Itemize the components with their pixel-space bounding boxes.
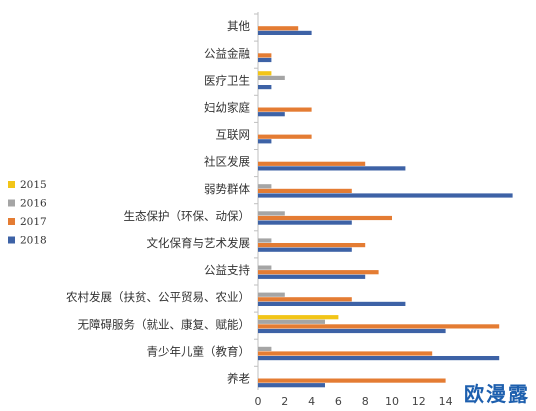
x-tick-label: 12 bbox=[412, 395, 426, 408]
bar-2018 bbox=[258, 328, 446, 334]
bar-2018 bbox=[258, 85, 272, 90]
bar-2016 bbox=[258, 211, 285, 216]
bar-2018 bbox=[258, 139, 272, 144]
category-label: 妇幼家庭 bbox=[204, 101, 250, 115]
bar-2017 bbox=[258, 26, 299, 31]
legend-swatch-2015 bbox=[8, 181, 15, 188]
legend-label: 2015 bbox=[20, 179, 47, 191]
bar-2017 bbox=[258, 297, 352, 302]
x-tick-label: 8 bbox=[362, 395, 369, 408]
legend-swatch-2017 bbox=[8, 218, 15, 225]
category-label: 医疗卫生 bbox=[204, 73, 250, 87]
category-label: 生态保护（环保、动保） bbox=[124, 209, 251, 223]
x-tick-label: 4 bbox=[308, 395, 315, 408]
bar-2018 bbox=[258, 356, 500, 361]
bar-2017 bbox=[258, 351, 433, 356]
bar-2017 bbox=[258, 188, 352, 193]
x-tick-label: 0 bbox=[255, 395, 262, 408]
legend-label: 2017 bbox=[20, 216, 47, 228]
bar-2017 bbox=[258, 53, 272, 58]
bar-2018 bbox=[258, 193, 513, 198]
category-label: 文化保育与艺术发展 bbox=[147, 236, 251, 250]
watermark-text: 欧漫露 bbox=[464, 382, 530, 406]
category-label: 青少年儿童（教育） bbox=[147, 344, 251, 358]
bar-2016 bbox=[258, 75, 285, 80]
bar-2018 bbox=[258, 274, 366, 279]
x-tick-label: 14 bbox=[439, 395, 453, 408]
x-tick-label: 10 bbox=[385, 395, 399, 408]
bar-2016 bbox=[258, 184, 272, 189]
bar-2016 bbox=[258, 292, 285, 297]
legend-swatch-2018 bbox=[8, 236, 15, 244]
bar-2016 bbox=[258, 238, 272, 243]
category-label: 社区发展 bbox=[204, 155, 250, 169]
bar-2017 bbox=[258, 161, 366, 166]
legend-label: 2016 bbox=[20, 198, 47, 210]
bar-2017 bbox=[258, 378, 446, 383]
bars-layer bbox=[258, 26, 513, 388]
category-label: 无障碍服务（就业、康复、赋能） bbox=[78, 317, 251, 331]
category-label: 其他 bbox=[227, 19, 250, 33]
category-label: 公益支持 bbox=[204, 263, 250, 277]
legend-label: 2018 bbox=[20, 235, 47, 247]
legend-swatch-2016 bbox=[8, 199, 15, 207]
x-tick-labels: 0 2 4 6 8 10 12 14 bbox=[255, 395, 453, 408]
bar-2018 bbox=[258, 301, 406, 306]
bar-2018 bbox=[258, 220, 352, 225]
bar-2017 bbox=[258, 243, 366, 248]
bar-2017 bbox=[258, 324, 500, 329]
bar-2016 bbox=[258, 265, 272, 270]
bar-2017 bbox=[258, 107, 312, 112]
bar-2018 bbox=[258, 112, 285, 117]
legend: 2015 2016 2017 2018 bbox=[8, 179, 47, 247]
bar-2018 bbox=[258, 30, 312, 35]
bar-2016 bbox=[258, 319, 325, 324]
bar-2017 bbox=[258, 215, 392, 221]
bar-2016 bbox=[258, 346, 272, 351]
bar-2018 bbox=[258, 383, 325, 388]
grid-layer bbox=[254, 12, 259, 390]
category-label: 弱势群体 bbox=[204, 182, 250, 196]
bar-2017 bbox=[258, 134, 312, 139]
bar-2018 bbox=[258, 166, 406, 171]
category-label: 互联网 bbox=[216, 128, 251, 142]
category-label: 农村发展（扶贫、公平贸易、农业） bbox=[66, 290, 250, 304]
bar-2015 bbox=[258, 315, 339, 320]
category-label: 公益金融 bbox=[204, 46, 250, 60]
x-tick-label: 2 bbox=[281, 395, 288, 408]
bar-2018 bbox=[258, 57, 272, 63]
bar-2015 bbox=[258, 71, 272, 76]
x-tick-label: 6 bbox=[335, 395, 342, 408]
category-label: 养老 bbox=[227, 372, 250, 386]
bar-2017 bbox=[258, 270, 379, 275]
bar-2018 bbox=[258, 247, 352, 252]
